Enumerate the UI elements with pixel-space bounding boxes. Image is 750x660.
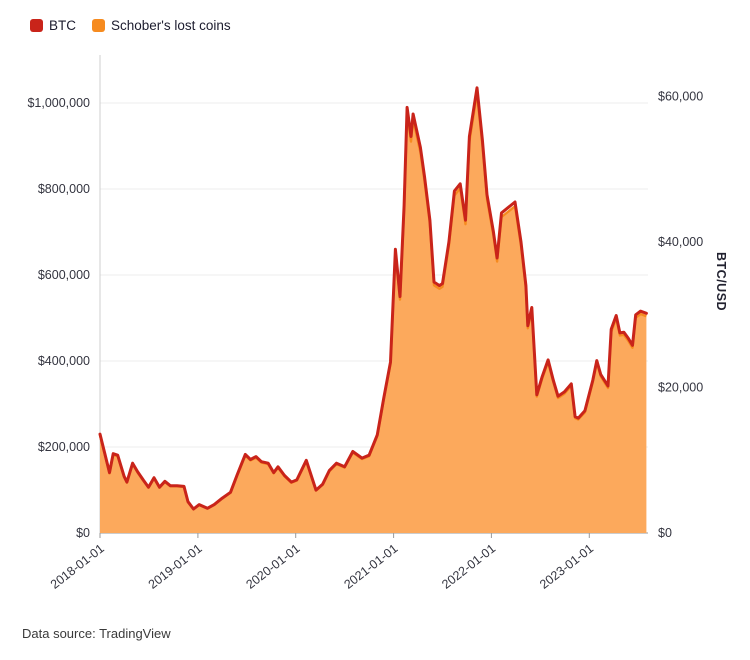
right-axis-tick-label: $20,000 <box>658 381 703 395</box>
legend-item-schober: Schober's lost coins <box>92 18 231 33</box>
legend-label-btc: BTC <box>49 18 76 33</box>
left-axis-tick-label: $600,000 <box>38 268 90 282</box>
x-axis-tick-label: 2023-01-01 <box>537 541 596 591</box>
left-axis-tick-label: $800,000 <box>38 182 90 196</box>
btc-legend-swatch-icon <box>30 19 43 32</box>
left-axis-tick-label: $1,000,000 <box>27 96 90 110</box>
right-axis-tick-label: $40,000 <box>658 235 703 249</box>
x-axis-tick-label: 2022-01-01 <box>439 541 498 591</box>
chart-legend: BTC Schober's lost coins <box>30 18 231 33</box>
x-axis-tick-label: 2019-01-01 <box>146 541 205 591</box>
right-axis-title: BTC/USD <box>714 252 728 312</box>
legend-label-schober: Schober's lost coins <box>111 18 231 33</box>
x-axis-tick-label: 2018-01-01 <box>48 541 107 591</box>
schober-lost-coins-area <box>100 93 647 533</box>
right-axis-tick-label: $0 <box>658 526 672 540</box>
left-axis-tick-label: $200,000 <box>38 440 90 454</box>
x-axis-tick-label: 2021-01-01 <box>341 541 400 591</box>
schober-legend-swatch-icon <box>92 19 105 32</box>
data-source-note: Data source: TradingView <box>22 626 171 641</box>
legend-item-btc: BTC <box>30 18 76 33</box>
btc-price-line <box>98 86 648 511</box>
x-axis-tick-label: 2020-01-01 <box>244 541 303 591</box>
left-axis-tick-label: $0 <box>76 526 90 540</box>
price-chart: $0 $200,000 $400,000 $600,000 $800,000 $1,000… <box>27 55 703 592</box>
right-axis-tick-label: $60,000 <box>658 90 703 104</box>
left-axis-tick-label: $400,000 <box>38 354 90 368</box>
